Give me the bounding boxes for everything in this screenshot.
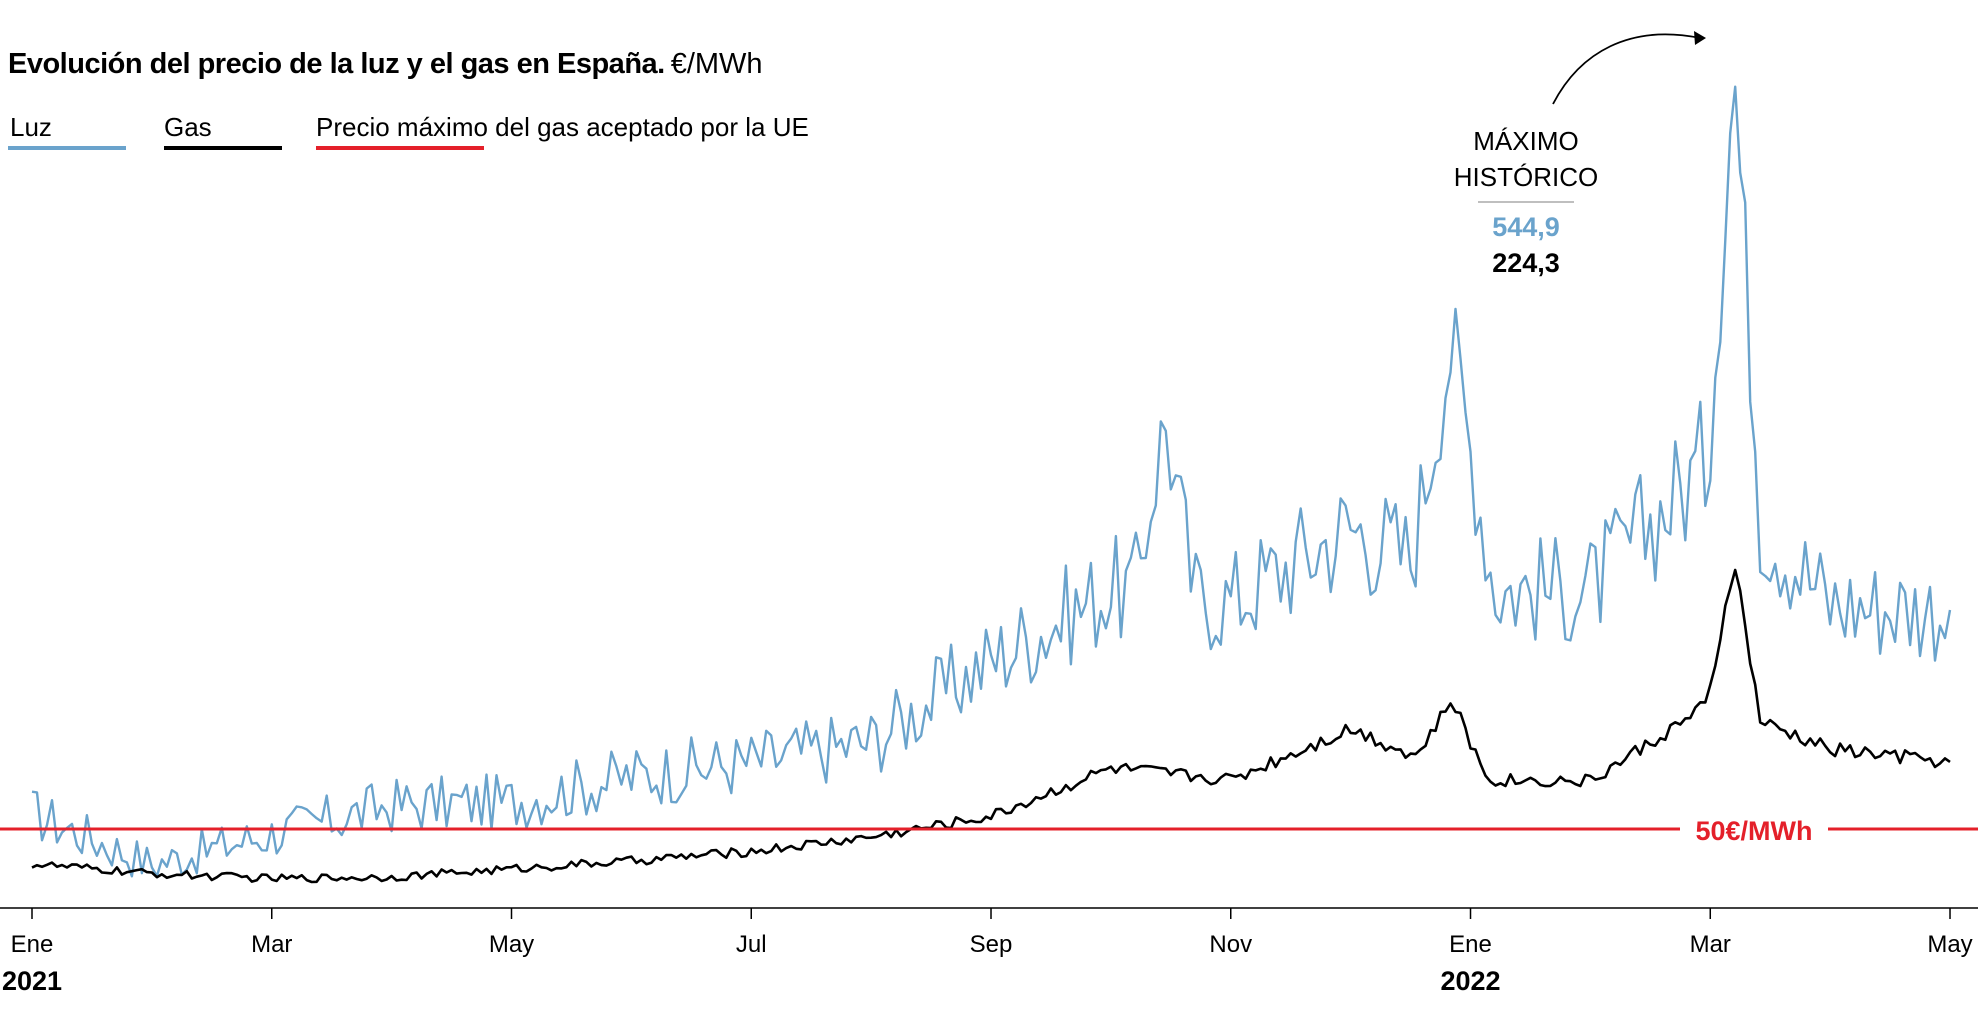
x-tick-label: May [1927, 931, 1972, 958]
x-tick-label: Ene [11, 931, 54, 958]
legend-item-luz: Luz [10, 112, 52, 143]
legend-line-eu-cap [316, 146, 484, 150]
x-tick-label: May [489, 931, 534, 958]
x-tick-label: Ene [1449, 931, 1492, 958]
chart-title-row: Evolución del precio de la luz y el gas … [8, 48, 763, 81]
legend-line-gas [164, 146, 282, 150]
x-year-label: 2022 [1440, 966, 1500, 996]
x-year-label: 2021 [2, 966, 62, 996]
series-line-1 [31, 568, 1951, 884]
annotation-luz-value: 544,9 [1492, 212, 1560, 242]
annotation-arrow [1552, 33, 1701, 105]
x-tick-label: Sep [970, 931, 1013, 958]
legend-label-eu-cap: Precio máximo del gas aceptado por la UE [316, 112, 809, 142]
reference-label-bg [1680, 812, 1828, 846]
legend-label-gas: Gas [164, 112, 212, 142]
series-line-0 [31, 85, 1952, 878]
annotation-arrowhead [1694, 31, 1706, 45]
x-tick-label: Mar [1690, 931, 1731, 958]
peak-annotation: MÁXIMO HISTÓRICO 544,9 224,3 [1454, 31, 1706, 278]
x-tick-label: Jul [736, 931, 767, 958]
legend-line-luz [8, 146, 126, 150]
reference-label: 50€/MWh [1695, 816, 1812, 846]
x-tick-label: Nov [1209, 931, 1252, 958]
chart-title: Evolución del precio de la luz y el gas … [8, 48, 665, 80]
annotation-line2: HISTÓRICO [1454, 162, 1598, 192]
annotation-gas-value: 224,3 [1492, 248, 1560, 278]
legend-item-gas: Gas [164, 112, 212, 143]
annotation-line1: MÁXIMO [1473, 126, 1578, 156]
series-layer [31, 85, 1952, 884]
x-axis-ticks: Ene 2021 Mar May Jul Sep Nov Ene 2022 Mar May [2, 908, 1973, 996]
legend-item-eu-cap: Precio máximo del gas aceptado por la UE [316, 112, 809, 143]
chart-unit: €/MWh [670, 48, 763, 80]
x-tick-label: Mar [251, 931, 292, 958]
legend-label-luz: Luz [10, 112, 52, 142]
